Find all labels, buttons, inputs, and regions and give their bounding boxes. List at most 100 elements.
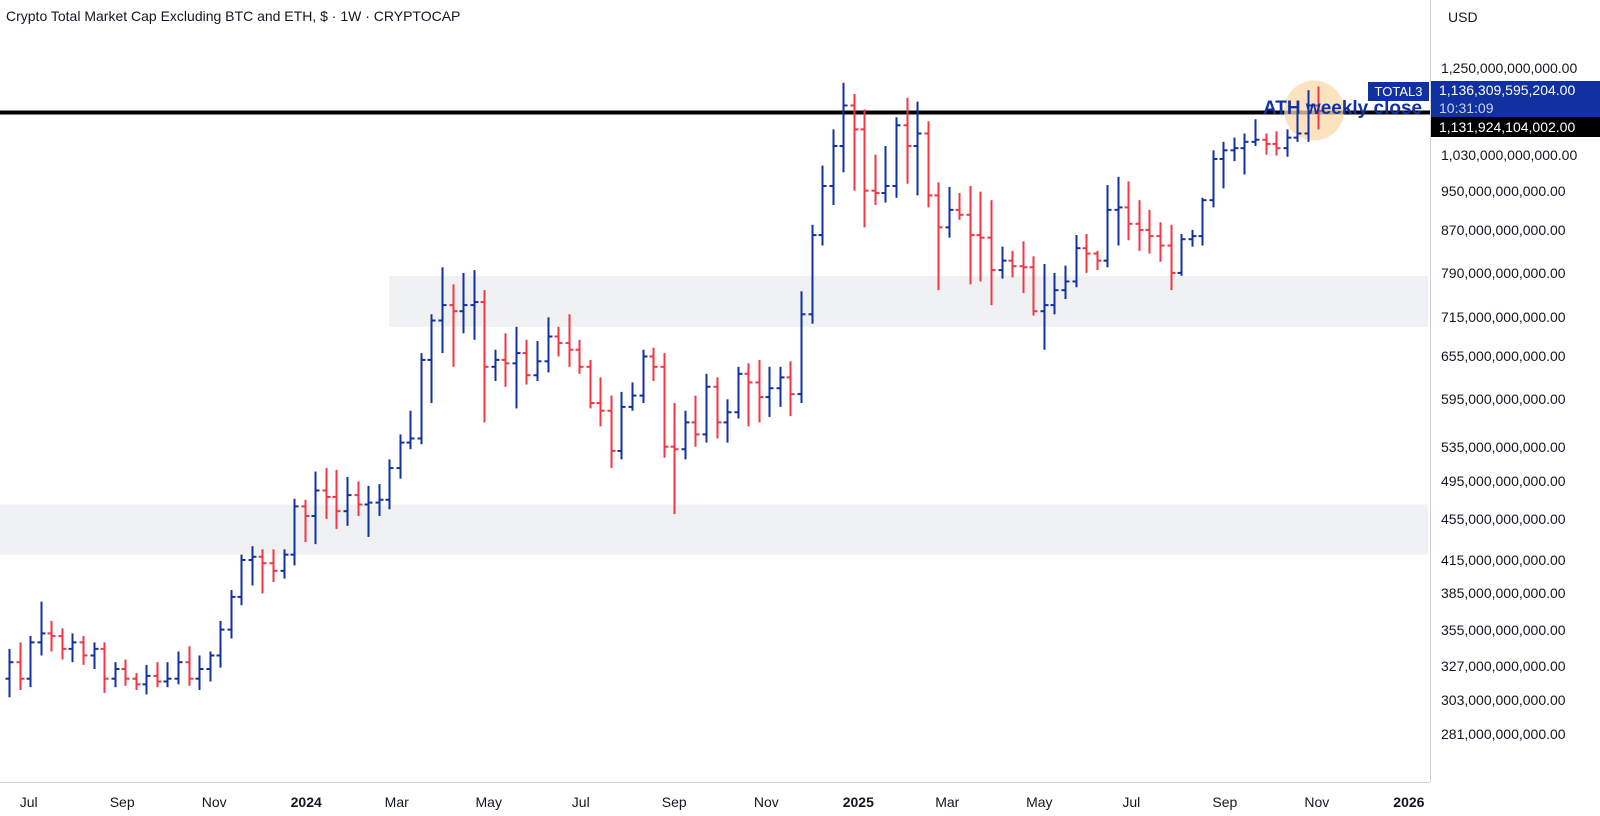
time-axis[interactable]: Jul Sep Nov 2024 Mar May Jul Sep Nov 2025 Mar May Ju… [0, 782, 1430, 816]
ath-close-price: 1,131,924,104,002.00 [1439, 119, 1576, 135]
ohlc-bar [90, 642, 99, 669]
ohlc-bar [860, 109, 869, 228]
ohlc-bar [16, 642, 25, 691]
ohlc-bar [1124, 181, 1133, 241]
support-zone-1 [389, 275, 1428, 327]
y-tick-label: 455,000,000,000.00 [1441, 510, 1566, 527]
ohlc-bar [1293, 113, 1302, 142]
ohlc-bar [1272, 131, 1281, 156]
ohlc-bar [1198, 197, 1207, 246]
ohlc-bar [903, 97, 912, 184]
ohlc-bar [702, 373, 711, 443]
ohlc-bar [185, 646, 194, 686]
ohlc-bar [396, 434, 405, 479]
x-tick-label: Nov [1304, 794, 1330, 810]
ohlc-bar [934, 182, 943, 291]
ohlc-bar [142, 664, 151, 695]
y-tick-label: 303,000,000,000.00 [1441, 692, 1566, 709]
ohlc-bar [237, 554, 246, 606]
ath-highlight-circle [1284, 80, 1345, 141]
ohlc-bar [1314, 86, 1323, 130]
ohlc-bar [881, 146, 890, 203]
ohlc-bar [924, 121, 933, 208]
ohlc-bar [1082, 234, 1091, 273]
ohlc-bar [1230, 137, 1239, 162]
ohlc-bar [1209, 150, 1218, 208]
y-tick-label: 385,000,000,000.00 [1441, 585, 1566, 602]
x-tick-label: Mar [935, 794, 960, 810]
x-tick-label: Jul [571, 794, 590, 810]
bar-countdown: 10:31:09 [1439, 100, 1494, 116]
last-price-tag: 1,136,309,595,204.00 10:31:09 [1431, 81, 1600, 120]
ohlc-bar [79, 635, 88, 665]
ohlc-bar [681, 410, 690, 460]
y-tick-label: 415,000,000,000.00 [1441, 551, 1566, 568]
y-tick-label: 715,000,000,000.00 [1441, 309, 1566, 326]
ohlc-bar [765, 366, 774, 417]
ohlc-bar [628, 382, 637, 411]
y-tick-label: 327,000,000,000.00 [1441, 658, 1566, 675]
ohlc-bar [132, 673, 141, 691]
ohlc-bar [839, 82, 848, 173]
ohlc-bar [544, 317, 553, 373]
chart-plot-area[interactable]: Crypto Total Market Cap Excluding BTC an… [0, 0, 1430, 782]
ohlc-bar [1240, 133, 1249, 175]
ohlc-bar [58, 628, 67, 660]
ohlc-bar [734, 366, 743, 419]
y-tick-label: 950,000,000,000.00 [1441, 182, 1566, 199]
ohlc-bar [501, 333, 510, 387]
ohlc-bar [744, 363, 753, 427]
ohlc-bar [459, 272, 468, 334]
ohlc-bar [850, 93, 859, 191]
ohlc-bar [153, 662, 162, 688]
ohlc-bar [311, 471, 320, 545]
ohlc-bar [1050, 272, 1059, 315]
ohlc-bar [776, 366, 785, 407]
ohlc-bar [818, 165, 827, 246]
currency-label[interactable]: USD [1448, 9, 1478, 25]
y-tick-label: 1,030,000,000,000.00 [1441, 146, 1578, 163]
support-zone-2 [0, 504, 1428, 555]
ohlc-bar [364, 485, 373, 537]
x-tick-label: Sep [661, 794, 687, 810]
ohlc-bar [1262, 133, 1271, 155]
x-tick-label: Nov [753, 794, 779, 810]
ohlc-bar [227, 589, 236, 639]
ohlc-bar [892, 117, 901, 198]
ohlc-bar [670, 403, 679, 515]
ohlc-bar [1029, 256, 1038, 316]
symbol-tag: TOTAL3 [1368, 82, 1429, 101]
y-tick-label: 1,250,000,000,000.00 [1441, 60, 1578, 77]
ohlc-bar [269, 549, 278, 583]
ohlc-bar [121, 659, 130, 686]
ohlc-bar [755, 359, 764, 423]
ohlc-bar [163, 662, 172, 688]
ohlc-bar [617, 391, 626, 460]
ohlc-bar [480, 290, 489, 423]
ohlc-bar [565, 314, 574, 367]
chart-svg[interactable] [0, 0, 1430, 782]
last-price: 1,136,309,595,204.00 [1439, 82, 1576, 98]
ohlc-bar [586, 359, 595, 409]
ohlc-bar [343, 476, 352, 526]
ohlc-bar [216, 620, 225, 668]
ohlc-bar [1093, 250, 1102, 271]
ohlc-bar [1061, 265, 1070, 300]
x-tick-label: Jul [19, 794, 38, 810]
ohlc-bar [47, 620, 56, 652]
ohlc-bar [1072, 235, 1081, 288]
ohlc-bar [1145, 209, 1154, 254]
ohlc-bar [322, 468, 331, 519]
ohlc-bar [522, 339, 531, 385]
ohlc-bar [1177, 234, 1186, 276]
ohlc-bar [945, 186, 954, 238]
ohlc-bar [1251, 119, 1260, 147]
ohlc-bar [512, 326, 521, 409]
ohlc-bar [871, 154, 880, 205]
ohlc-bar [998, 246, 1007, 279]
ohlc-bar [174, 651, 183, 685]
ohlc-bar [385, 459, 394, 510]
ohlc-bar [1304, 90, 1313, 142]
ohlc-bar [808, 224, 817, 324]
ohlc-bar [1283, 129, 1292, 157]
